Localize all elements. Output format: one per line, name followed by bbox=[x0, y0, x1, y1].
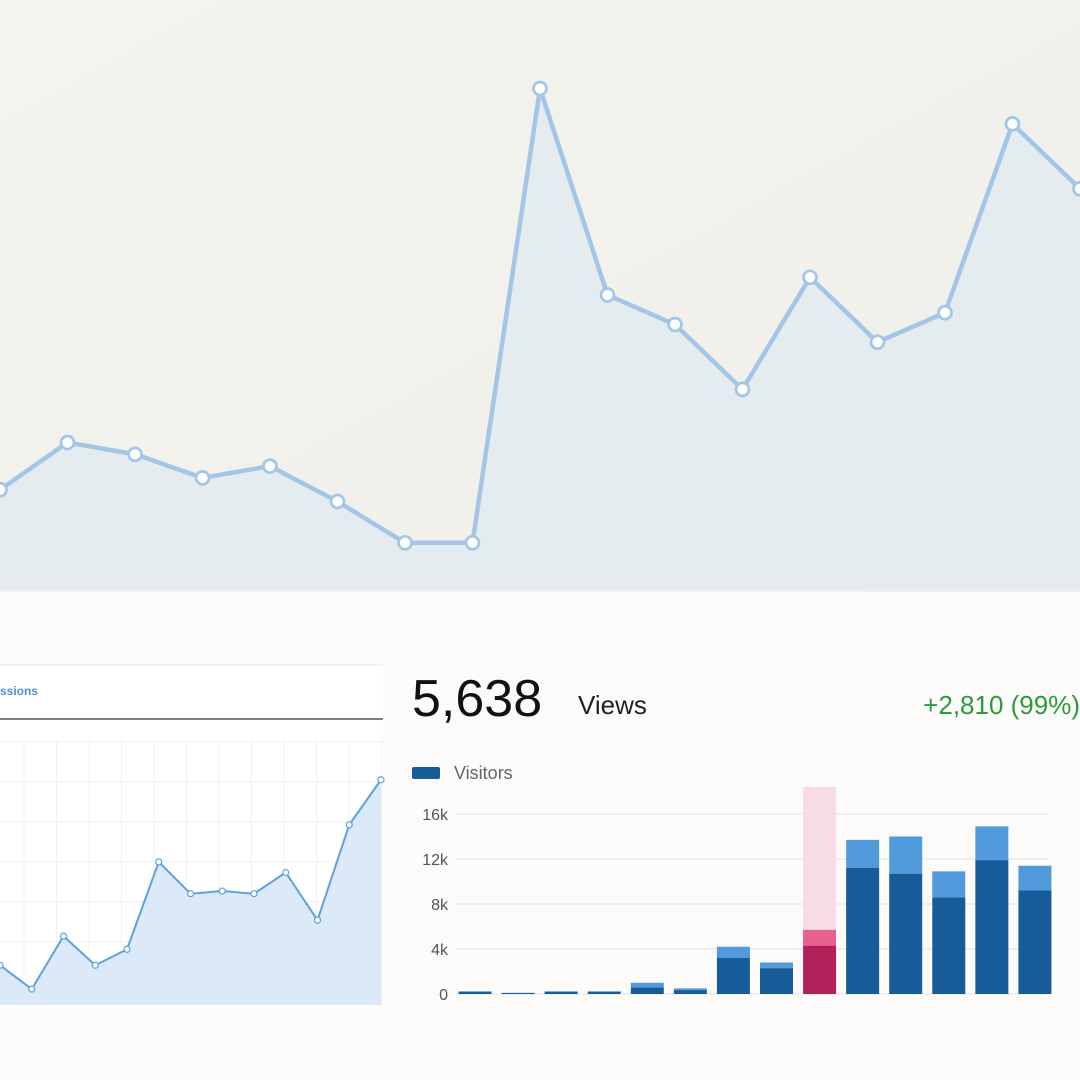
point bbox=[532, 80, 548, 97]
bar-segment bbox=[716, 958, 750, 994]
point bbox=[218, 887, 226, 895]
bar-segment bbox=[889, 836, 923, 874]
bar-segment bbox=[673, 988, 707, 991]
bar-segment bbox=[975, 860, 1009, 994]
bar-segment bbox=[889, 873, 923, 994]
point bbox=[59, 932, 68, 940]
point bbox=[0, 481, 8, 498]
point bbox=[313, 916, 322, 924]
point bbox=[282, 868, 290, 877]
bar-segment bbox=[716, 946, 750, 958]
y-tick-label: 8k bbox=[431, 897, 449, 914]
point bbox=[186, 890, 195, 898]
bar-segment bbox=[458, 991, 492, 994]
bar-segment bbox=[846, 868, 880, 994]
bar-segment bbox=[803, 929, 837, 946]
point bbox=[262, 458, 278, 474]
point bbox=[397, 534, 413, 551]
point bbox=[377, 776, 385, 784]
point bbox=[123, 945, 131, 953]
point bbox=[869, 334, 886, 351]
point bbox=[734, 381, 751, 398]
bar-segment bbox=[932, 871, 966, 898]
y-tick-label: 16k bbox=[422, 807, 449, 824]
tab-label: ssions bbox=[0, 684, 38, 698]
bar-segment bbox=[544, 991, 578, 994]
point bbox=[59, 434, 76, 451]
change: +2,810 (99%) bbox=[923, 690, 1080, 720]
bar-segment bbox=[587, 991, 621, 994]
point bbox=[329, 493, 346, 510]
point bbox=[28, 985, 36, 993]
y-tick-label: 0 bbox=[439, 987, 448, 1004]
area-fill bbox=[0, 779, 381, 1005]
point bbox=[91, 961, 99, 969]
point bbox=[937, 304, 953, 321]
point bbox=[1072, 180, 1080, 197]
area-fill bbox=[0, 88, 1080, 590]
headline: 5,638 bbox=[412, 670, 542, 728]
bar-segment bbox=[544, 991, 578, 992]
bar-segment bbox=[803, 945, 837, 994]
point bbox=[667, 316, 683, 333]
point bbox=[1004, 116, 1021, 132]
bar-segment bbox=[760, 962, 793, 969]
point bbox=[464, 534, 481, 551]
point bbox=[155, 858, 163, 866]
bar-segment bbox=[458, 991, 492, 992]
point bbox=[250, 890, 258, 898]
point bbox=[127, 446, 143, 463]
bar-segment bbox=[501, 992, 535, 994]
point bbox=[802, 269, 818, 286]
y-tick-label: 4k bbox=[431, 942, 449, 959]
bar-segment bbox=[1018, 890, 1052, 994]
bar-segment bbox=[846, 839, 880, 868]
point bbox=[345, 821, 353, 829]
point bbox=[194, 470, 211, 486]
bar-segment bbox=[932, 897, 966, 994]
bar-segment bbox=[630, 987, 664, 994]
legend-label: Visitors bbox=[454, 763, 513, 783]
bar-segment bbox=[1018, 865, 1052, 891]
headline-unit: Views bbox=[578, 690, 647, 720]
bar-segment bbox=[673, 990, 707, 994]
bar-segment bbox=[630, 982, 664, 988]
point bbox=[599, 287, 616, 303]
bar-segment bbox=[587, 991, 621, 992]
y-tick-label: 12k bbox=[422, 852, 449, 869]
legend-swatch bbox=[412, 767, 440, 779]
bar-segment bbox=[760, 968, 793, 994]
bar-segment bbox=[975, 826, 1009, 861]
point bbox=[0, 961, 4, 969]
